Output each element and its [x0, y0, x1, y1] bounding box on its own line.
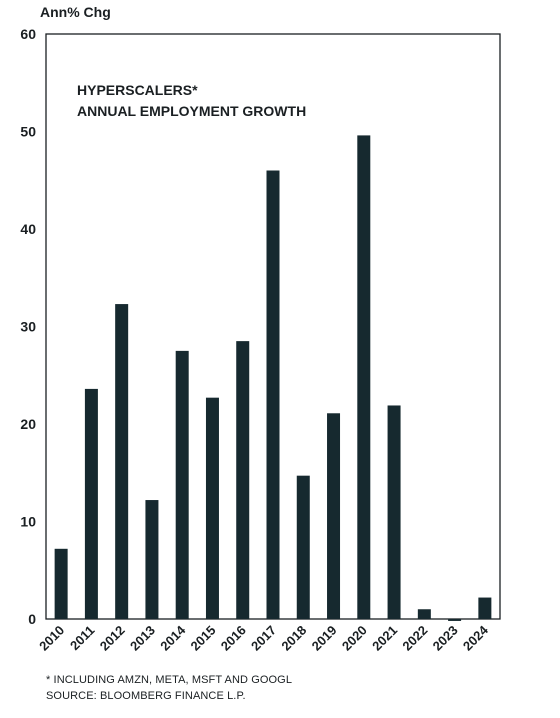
x-tick-label: 2019 [309, 623, 340, 654]
bar-2020 [357, 135, 371, 619]
x-tick-label: 2022 [399, 623, 430, 654]
chart-title-line-2: ANNUAL EMPLOYMENT GROWTH [77, 103, 306, 119]
bar-2022 [417, 609, 431, 619]
y-axis-label: Ann% Chg [40, 4, 111, 20]
bar-2014 [175, 350, 189, 619]
y-tick-label: 20 [20, 416, 36, 432]
y-tick-label: 40 [20, 221, 36, 237]
bar-2021 [387, 405, 401, 619]
chart-title-line-1: HYPERSCALERS* [77, 82, 198, 98]
x-tick-label: 2017 [248, 623, 279, 654]
bar-2010 [54, 548, 68, 619]
x-tick-label: 2010 [36, 623, 67, 654]
x-tick-label: 2016 [218, 623, 249, 654]
x-tick-label: 2020 [339, 623, 370, 654]
footnote-note: * INCLUDING AMZN, META, MSFT AND GOOGL [46, 674, 293, 686]
bars [54, 135, 492, 621]
bar-2023 [448, 619, 462, 621]
bar-2019 [327, 413, 341, 619]
x-tick-label: 2012 [97, 623, 128, 654]
x-tick-label: 2015 [188, 623, 219, 654]
bar-2013 [145, 500, 159, 619]
bar-2015 [205, 397, 219, 619]
x-axis: 2010 2011 2012 2013 2014 2015 2016 2017 2018 2019… [36, 622, 491, 654]
x-tick-label: 2024 [460, 622, 492, 654]
bar-2017 [266, 170, 280, 619]
y-axis: 0 10 20 30 40 50 60 [20, 26, 36, 627]
y-tick-label: 30 [20, 319, 36, 335]
x-tick-label: 2021 [369, 623, 400, 654]
x-tick-label: 2014 [157, 622, 189, 654]
x-tick-label: 2018 [278, 623, 309, 654]
x-tick-label: 2013 [127, 623, 158, 654]
bar-2024 [478, 597, 492, 619]
x-tick-label: 2023 [430, 623, 461, 654]
footnote-source: SOURCE: BLOOMBERG FINANCE L.P. [46, 690, 246, 702]
y-tick-label: 0 [28, 611, 36, 627]
bar-2011 [84, 388, 98, 619]
bar-2016 [236, 341, 250, 619]
bar-2018 [296, 475, 310, 619]
x-tick-label: 2011 [67, 623, 98, 654]
y-tick-label: 50 [20, 124, 36, 140]
y-tick-label: 60 [20, 26, 36, 42]
bar-2012 [115, 304, 129, 619]
y-tick-label: 10 [20, 514, 36, 530]
bar-chart: Ann% Chg HYPERSCALERS* ANNUAL EMPLOYMENT… [20, 4, 501, 654]
